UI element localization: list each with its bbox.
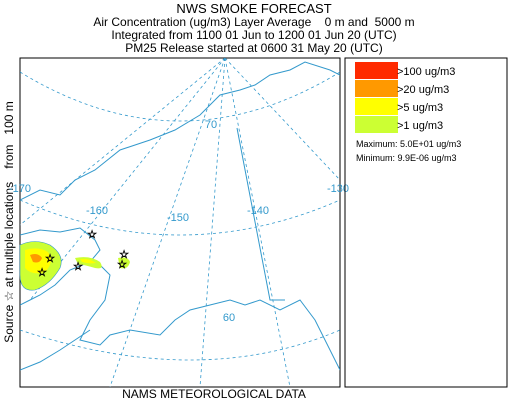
sources: ☆☆☆ ☆☆☆ [37, 229, 130, 280]
svg-text:☆: ☆ [73, 261, 83, 273]
graticule [20, 58, 340, 387]
latitude-label: 60 [223, 312, 235, 324]
plume [19, 241, 130, 291]
legend-label: >1 ug/m3 [397, 120, 443, 132]
longitude-label: -150 [167, 212, 189, 224]
legend-frame [344, 57, 508, 388]
legend-label: >100 ug/m3 [397, 66, 455, 78]
svg-text:☆: ☆ [45, 253, 55, 265]
svg-text:☆: ☆ [37, 267, 47, 279]
legend-minimum: Minimum: 9.9E-06 ug/m3 [356, 153, 457, 163]
longitude-label: -130 [327, 183, 349, 195]
subtitle: PM25 Release started at 0600 31 May 20 (… [125, 41, 382, 55]
title: NWS SMOKE FORECAST [176, 1, 331, 16]
map-frame [19, 57, 341, 388]
footer: NAMS METEOROLOGICAL DATA [122, 387, 306, 401]
legend-swatch [355, 116, 398, 133]
subtitle: Integrated from 1100 01 Jun to 1200 01 J… [111, 28, 396, 42]
coastline [20, 61, 340, 371]
side-label: Source ☆ at multiple locations from 100 … [2, 101, 16, 343]
svg-text:☆: ☆ [117, 259, 127, 271]
legend-label: >20 ug/m3 [397, 84, 449, 96]
legend-swatch [355, 98, 398, 115]
longitude-label: -170 [9, 183, 31, 195]
map: ☆☆☆ ☆☆☆ [19, 57, 341, 388]
legend-swatch [355, 80, 398, 97]
legend-swatch [355, 62, 398, 79]
latitude-label: 70 [205, 119, 217, 131]
legend-maximum: Maximum: 5.0E+01 ug/m3 [356, 139, 461, 149]
border [236, 127, 285, 301]
svg-text:☆: ☆ [87, 229, 97, 241]
longitude-label: -140 [247, 205, 269, 217]
svg-text:☆: ☆ [119, 249, 129, 261]
longitude-label: -160 [86, 205, 108, 217]
subtitle: Air Concentration (ug/m3) Layer Average … [93, 15, 414, 29]
legend-label: >5 ug/m3 [397, 102, 443, 114]
